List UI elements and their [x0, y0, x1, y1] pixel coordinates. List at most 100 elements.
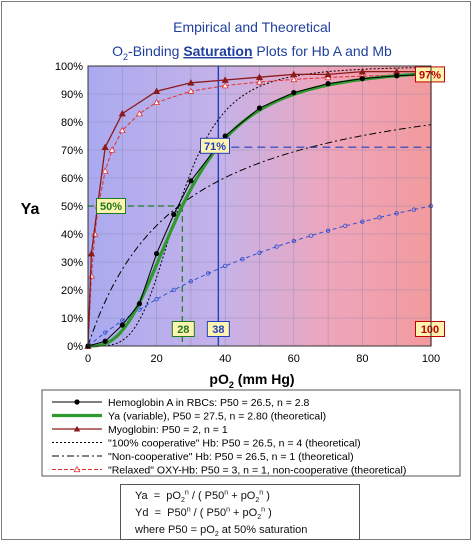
y-tick-label: 70% [61, 145, 83, 157]
series-relaxed-point [153, 98, 161, 106]
series-hemoglobin-point [154, 251, 160, 257]
saturation-chart: Empirical and Theoretical O2-Binding Sat… [21, 19, 461, 477]
series-cooperative-line [88, 66, 431, 347]
series-hemoglobin-point [256, 105, 263, 111]
series-blue-point [360, 219, 365, 224]
x-tick-label: 100 [422, 353, 440, 365]
series-blue-point [308, 233, 314, 238]
label-50-percent-box [96, 198, 126, 214]
series-hemoglobin-point [394, 73, 400, 79]
label-50-percent: 50% [100, 201, 122, 213]
y-tick-label: 30% [61, 257, 83, 269]
legend: Hemoglobin A in RBCs: P50 = 26.5, n = 2.… [52, 397, 406, 477]
series-myoglobin-point [255, 73, 264, 81]
series-blue-point [137, 307, 142, 312]
plot-area-border [87, 65, 432, 347]
series-hemoglobin-point [359, 76, 365, 82]
x-tick-label: 40 [219, 353, 231, 365]
label-38-box [206, 321, 230, 337]
series-myoglobin-point [290, 70, 298, 78]
chart-title-line2: O2-Binding Saturation Plots for Hb A and… [112, 43, 392, 62]
series-hemoglobin-point [222, 133, 228, 139]
y-tick-label: 80% [61, 117, 83, 129]
label-71-percent: 71% [204, 141, 226, 153]
legend-label: "Non-cooperative" Hb: P50 = 26.5, n = 1 … [108, 451, 354, 463]
series-relaxed-point [290, 75, 298, 83]
label-28: 28 [177, 324, 189, 336]
series-hemoglobin-point [291, 90, 297, 96]
y-tick-label: 20% [61, 285, 83, 297]
series-blue-point [411, 207, 417, 212]
legend-label: "Relaxed" OXY-Hb: P50 = 3, n = 1, non-co… [108, 465, 406, 477]
data-series [84, 66, 435, 349]
series-hemoglobin-point [119, 322, 125, 328]
label-71-percent-box [200, 137, 230, 154]
label-100-box [415, 321, 445, 337]
series-myoglobin-point [187, 79, 195, 86]
legend-marker-hemoglobin [74, 399, 80, 405]
y-tick-label: 90% [61, 89, 83, 101]
formula-yd-lhs: Yd [135, 507, 149, 519]
legend-marker-relaxed [73, 465, 81, 473]
series-myoglobin-point [358, 67, 367, 75]
legend-marker-myoglobin [73, 425, 81, 432]
series-relaxed-point [135, 109, 143, 117]
series-blue-point [188, 279, 194, 284]
series-relaxed-point [221, 81, 229, 89]
series-blue-point [343, 223, 348, 229]
series-relaxed-point [118, 126, 126, 134]
formula-yd: Yd = P50n / ( P50n + pO2n ) [135, 506, 272, 522]
x-tick-label: 20 [150, 353, 162, 365]
series-relaxed-point [108, 146, 116, 153]
series-blue-point [154, 297, 159, 302]
series-myoglobin-point [118, 109, 126, 117]
legend-label: Myoglobin: P50 = 2, n = 1 [108, 424, 228, 436]
label-28-box [171, 321, 195, 337]
series-myoglobin-point [221, 76, 229, 83]
series-hemoglobin-point [188, 178, 194, 184]
axis-tick-labels: 0% 10% 20% 30% 40% 50% 60% 70% 80% 90% 100% 0 20 40 60… [55, 61, 440, 365]
series-myoglobin-point [87, 249, 96, 257]
series-hemoglobin-point [102, 338, 108, 344]
legend-label: "100% cooperative" Hb: P50 = 26.5, n = 4… [108, 438, 361, 450]
series-blue-point [257, 250, 262, 255]
series-blue-point [274, 244, 279, 249]
label-97-percent: 97% [419, 69, 441, 81]
legend-box [41, 389, 461, 477]
series-blue-point [205, 271, 211, 276]
series-myoglobin-point [152, 87, 161, 95]
series-blue-point [394, 211, 399, 216]
series-hemoglobin-line [87, 73, 432, 347]
legend-label: Hemoglobin A in RBCs: P50 = 26.5, n = 2.… [108, 397, 310, 409]
y-tick-label: 10% [61, 313, 83, 325]
series-noncooperative-line [87, 124, 432, 347]
x-axis-label: pO2 (mm Hg) [209, 371, 294, 390]
formula-ya-lhs: Ya [135, 490, 148, 502]
formula-ya: Ya = pO2n / ( P50n + pO2n ) [135, 489, 270, 505]
formula-note: where P50 = pO2 at 50% saturation [135, 524, 308, 539]
x-tick-label: 80 [356, 353, 368, 365]
x-tick-label: 0 [85, 353, 91, 365]
series-relaxed-point [101, 167, 109, 174]
y-tick-label: 40% [61, 229, 83, 241]
series-blue-point [240, 257, 245, 262]
y-tick-label: 0% [67, 341, 83, 353]
y-tick-label: 100% [55, 61, 83, 73]
label-38: 38 [212, 324, 224, 336]
formula-box: Ya = pO2n / ( P50n + pO2n ) Yd = P50n / … [120, 484, 360, 540]
y-tick-label: 60% [61, 173, 83, 185]
label-100: 100 [421, 324, 439, 336]
series-relaxed-point [187, 87, 195, 94]
series-relaxed-point [256, 78, 263, 85]
annotation-labels: 50% 71% 97% 28 38 100 [96, 66, 445, 337]
series-myoglobin-point [101, 143, 109, 151]
series-hemoglobin-point [136, 301, 143, 307]
series-blue-point [222, 263, 228, 269]
series-blue-line [87, 205, 432, 347]
x-tick-label: 60 [288, 353, 300, 365]
series-blue-point [102, 330, 108, 335]
series-blue-point [171, 287, 176, 293]
y-tick-label: 50% [61, 201, 83, 213]
chart-title-line1: Empirical and Theoretical [173, 19, 331, 35]
